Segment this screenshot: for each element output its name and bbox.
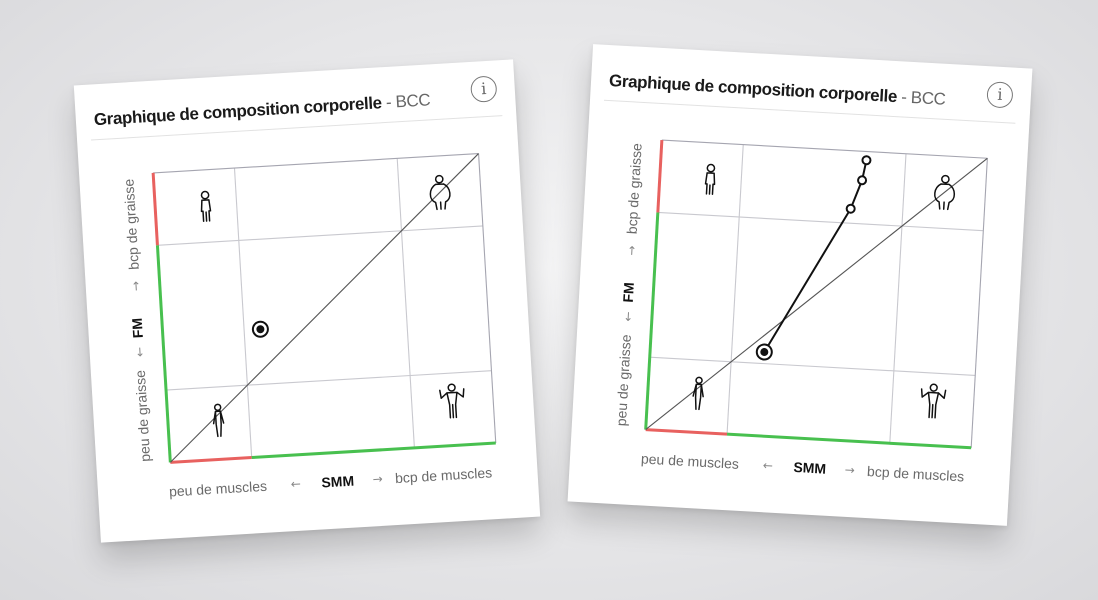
y-axis-arrow-down: ← [132,347,147,358]
frame-right [970,158,988,448]
x-axis-normal-zone [726,432,972,450]
gridline-vertical [726,144,744,435]
gridline-vertical [889,153,907,444]
y-axis-title: FM [620,282,637,303]
y-axis-normal-zone [644,212,660,430]
x-axis-low-label: peu de muscles [169,478,268,500]
slim-figure-icon [200,190,212,222]
x-axis-low-zone [170,456,252,464]
x-axis-normal-zone [251,441,496,460]
bcc-card-right: Graphique de composition corporelle - BC… [567,44,1033,526]
x-axis-low-label: peu de muscles [641,450,740,471]
bcc-chart-left: peu de muscles ← SMM → bcp de muscles peu de … [120,153,497,500]
overweight-figure-icon [934,174,956,211]
y-axis-low-label: peu de graisse [613,334,634,427]
gridline-horizontal [157,225,483,246]
current-point [256,325,265,334]
y-axis-low-label: peu de graisse [132,369,153,462]
y-axis-title: FM [129,318,146,339]
x-axis-title: SMM [321,473,355,491]
reference-diagonal [645,157,988,431]
bcc-chart-right: peu de muscles ← SMM → bcp de muscles peu de … [613,139,988,484]
frame-top [153,153,479,174]
history-point [861,155,872,166]
frame-right [478,153,497,444]
muscular-figure-icon [920,383,947,419]
history-line [763,160,868,353]
thin-figure-icon [212,403,225,438]
gridline-horizontal [649,356,976,376]
y-axis-high-zone [151,172,159,246]
gridline-horizontal [165,370,492,391]
x-axis-title: SMM [793,459,827,477]
y-axis-high-label: bcp de graisse [120,178,141,270]
frame-top [661,139,988,159]
gridline-horizontal [657,211,984,232]
x-axis-arrow-right: → [844,463,855,478]
bcc-card-left: Graphique de composition corporelle - BC… [73,59,541,543]
current-point [760,348,769,357]
thin-figure-icon [692,376,704,411]
gridline-vertical [233,168,253,458]
x-axis-high-label: bcp de muscles [867,463,965,484]
x-axis-low-zone [645,428,728,436]
muscular-figure-icon [439,383,465,419]
y-axis-arrow-up: → [129,281,144,292]
x-axis-arrow-left: ← [762,458,773,473]
x-axis-arrow-right: → [372,472,383,487]
y-axis-arrow-up: → [624,245,639,256]
y-axis-arrow-down: ← [621,311,636,322]
y-axis-normal-zone [155,245,172,463]
x-axis-arrow-left: ← [290,477,301,492]
history-point [857,175,868,186]
y-axis-high-label: bcp de graisse [624,142,645,234]
y-axis-high-zone [656,139,664,213]
overweight-figure-icon [429,174,451,211]
x-axis-high-label: bcp de muscles [395,464,493,486]
reference-diagonal [169,153,479,463]
slim-figure-icon [704,163,716,195]
gridline-vertical [396,158,415,448]
history-point [845,203,856,214]
